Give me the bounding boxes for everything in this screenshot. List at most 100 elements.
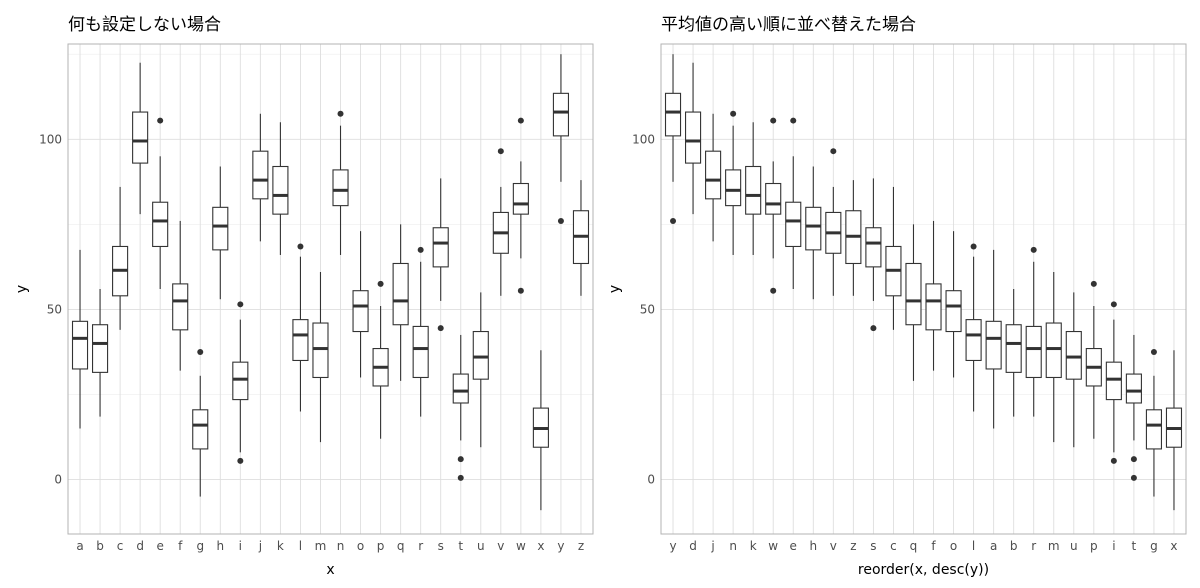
y-tick-label: 100 [39,132,62,146]
box-z [845,180,862,296]
outlier-point [237,457,244,464]
box-iqr [805,206,822,251]
outlier-point [830,148,837,155]
box-iqr [965,319,982,362]
x-tick-label: u [477,539,485,553]
box-iqr [512,182,529,215]
y-tick-label: 0 [647,473,655,487]
box-iqr [132,111,149,164]
outlier-point [437,325,444,332]
box-y [552,54,570,224]
box-k [272,122,289,255]
x-tick-label: z [578,539,584,553]
box-iqr [745,165,762,215]
x-tick-label: k [277,539,284,553]
box-s [432,178,449,332]
x-axis-title: reorder(x, desc(y)) [858,562,989,578]
box-p [372,280,389,439]
box-iqr [172,283,189,331]
box-iqr [1105,361,1122,401]
box-iqr [352,290,369,333]
box-u [1065,292,1082,448]
x-tick-label: c [117,539,124,553]
x-tick-label: t [458,539,463,553]
box-layer [71,54,590,511]
box-x [1165,350,1183,511]
box-iqr [684,111,702,164]
box-g [1145,348,1163,497]
outlier-point [770,117,777,124]
box-iqr [412,325,429,379]
x-tick-label: n [337,539,345,553]
box-a [71,249,89,429]
outlier-point [337,110,344,117]
box-f [172,220,189,371]
box-r [1025,246,1042,417]
x-tick-label: k [750,539,757,553]
outlier-point [517,117,524,124]
box-j [252,113,269,242]
x-tick-label: q [910,539,918,553]
box-iqr [192,409,209,450]
x-tick-label: f [931,539,936,553]
box-w [512,117,529,294]
box-t [452,334,469,481]
x-tick-label: w [516,539,526,553]
box-iqr [312,322,329,379]
x-tick-label: w [768,539,778,553]
box-iqr [71,320,89,370]
box-iqr [905,262,922,326]
x-tick-label: b [96,539,104,553]
box-s [865,178,882,332]
x-tick-label: a [990,539,997,553]
box-iqr [765,182,782,215]
box-iqr [552,92,570,137]
box-k [745,122,762,255]
box-iqr [945,290,962,333]
box-d [132,62,149,215]
x-tick-label: e [790,539,797,553]
outlier-point [197,348,204,355]
box-iqr [91,324,109,373]
box-n [725,110,742,255]
x-tick-label: i [239,539,242,553]
box-r [412,246,429,417]
outlier-point [1130,474,1137,481]
tick-layer: 0 50 100 a b c d e f g h i j k l m n o p q r s t u v w x y z [39,132,584,553]
box-l [292,243,309,412]
box-iqr [725,169,742,207]
box-iqr [232,361,249,401]
x-tick-label: e [156,539,163,553]
outlier-point [970,243,977,250]
box-b [91,289,109,417]
box-iqr [785,201,802,248]
box-c [112,186,129,330]
y-tick-label: 50 [640,302,655,316]
box-h [212,166,229,300]
box-i [232,301,249,464]
box-v [492,148,509,296]
x-tick-label: z [850,539,856,553]
x-tick-label: c [890,539,897,553]
x-tick-label: y [669,539,676,553]
x-tick-label: d [689,539,697,553]
x-tick-label: g [1150,539,1158,553]
x-tick-label: x [1170,539,1177,553]
box-iqr [472,330,489,380]
box-n [332,110,349,255]
box-h [805,166,822,300]
box-l [965,243,982,412]
outlier-point [157,117,164,124]
outlier-point [417,246,424,253]
box-f [925,220,942,371]
box-iqr [212,206,229,251]
box-t [1125,334,1142,481]
box-u [472,292,489,448]
box-w [765,117,782,294]
x-tick-label: n [729,539,737,553]
box-z [572,180,590,296]
x-tick-label: m [315,539,327,553]
outlier-point [730,110,737,117]
box-i [1105,301,1122,464]
